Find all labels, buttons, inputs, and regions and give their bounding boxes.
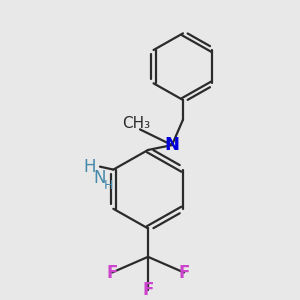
Text: N: N	[94, 169, 106, 188]
Text: CH₃: CH₃	[122, 116, 150, 131]
Text: H: H	[84, 158, 96, 175]
Text: F: F	[106, 263, 118, 281]
Text: F: F	[178, 263, 190, 281]
Text: F: F	[142, 281, 154, 299]
Text: H: H	[103, 179, 113, 192]
Text: N: N	[164, 136, 179, 154]
